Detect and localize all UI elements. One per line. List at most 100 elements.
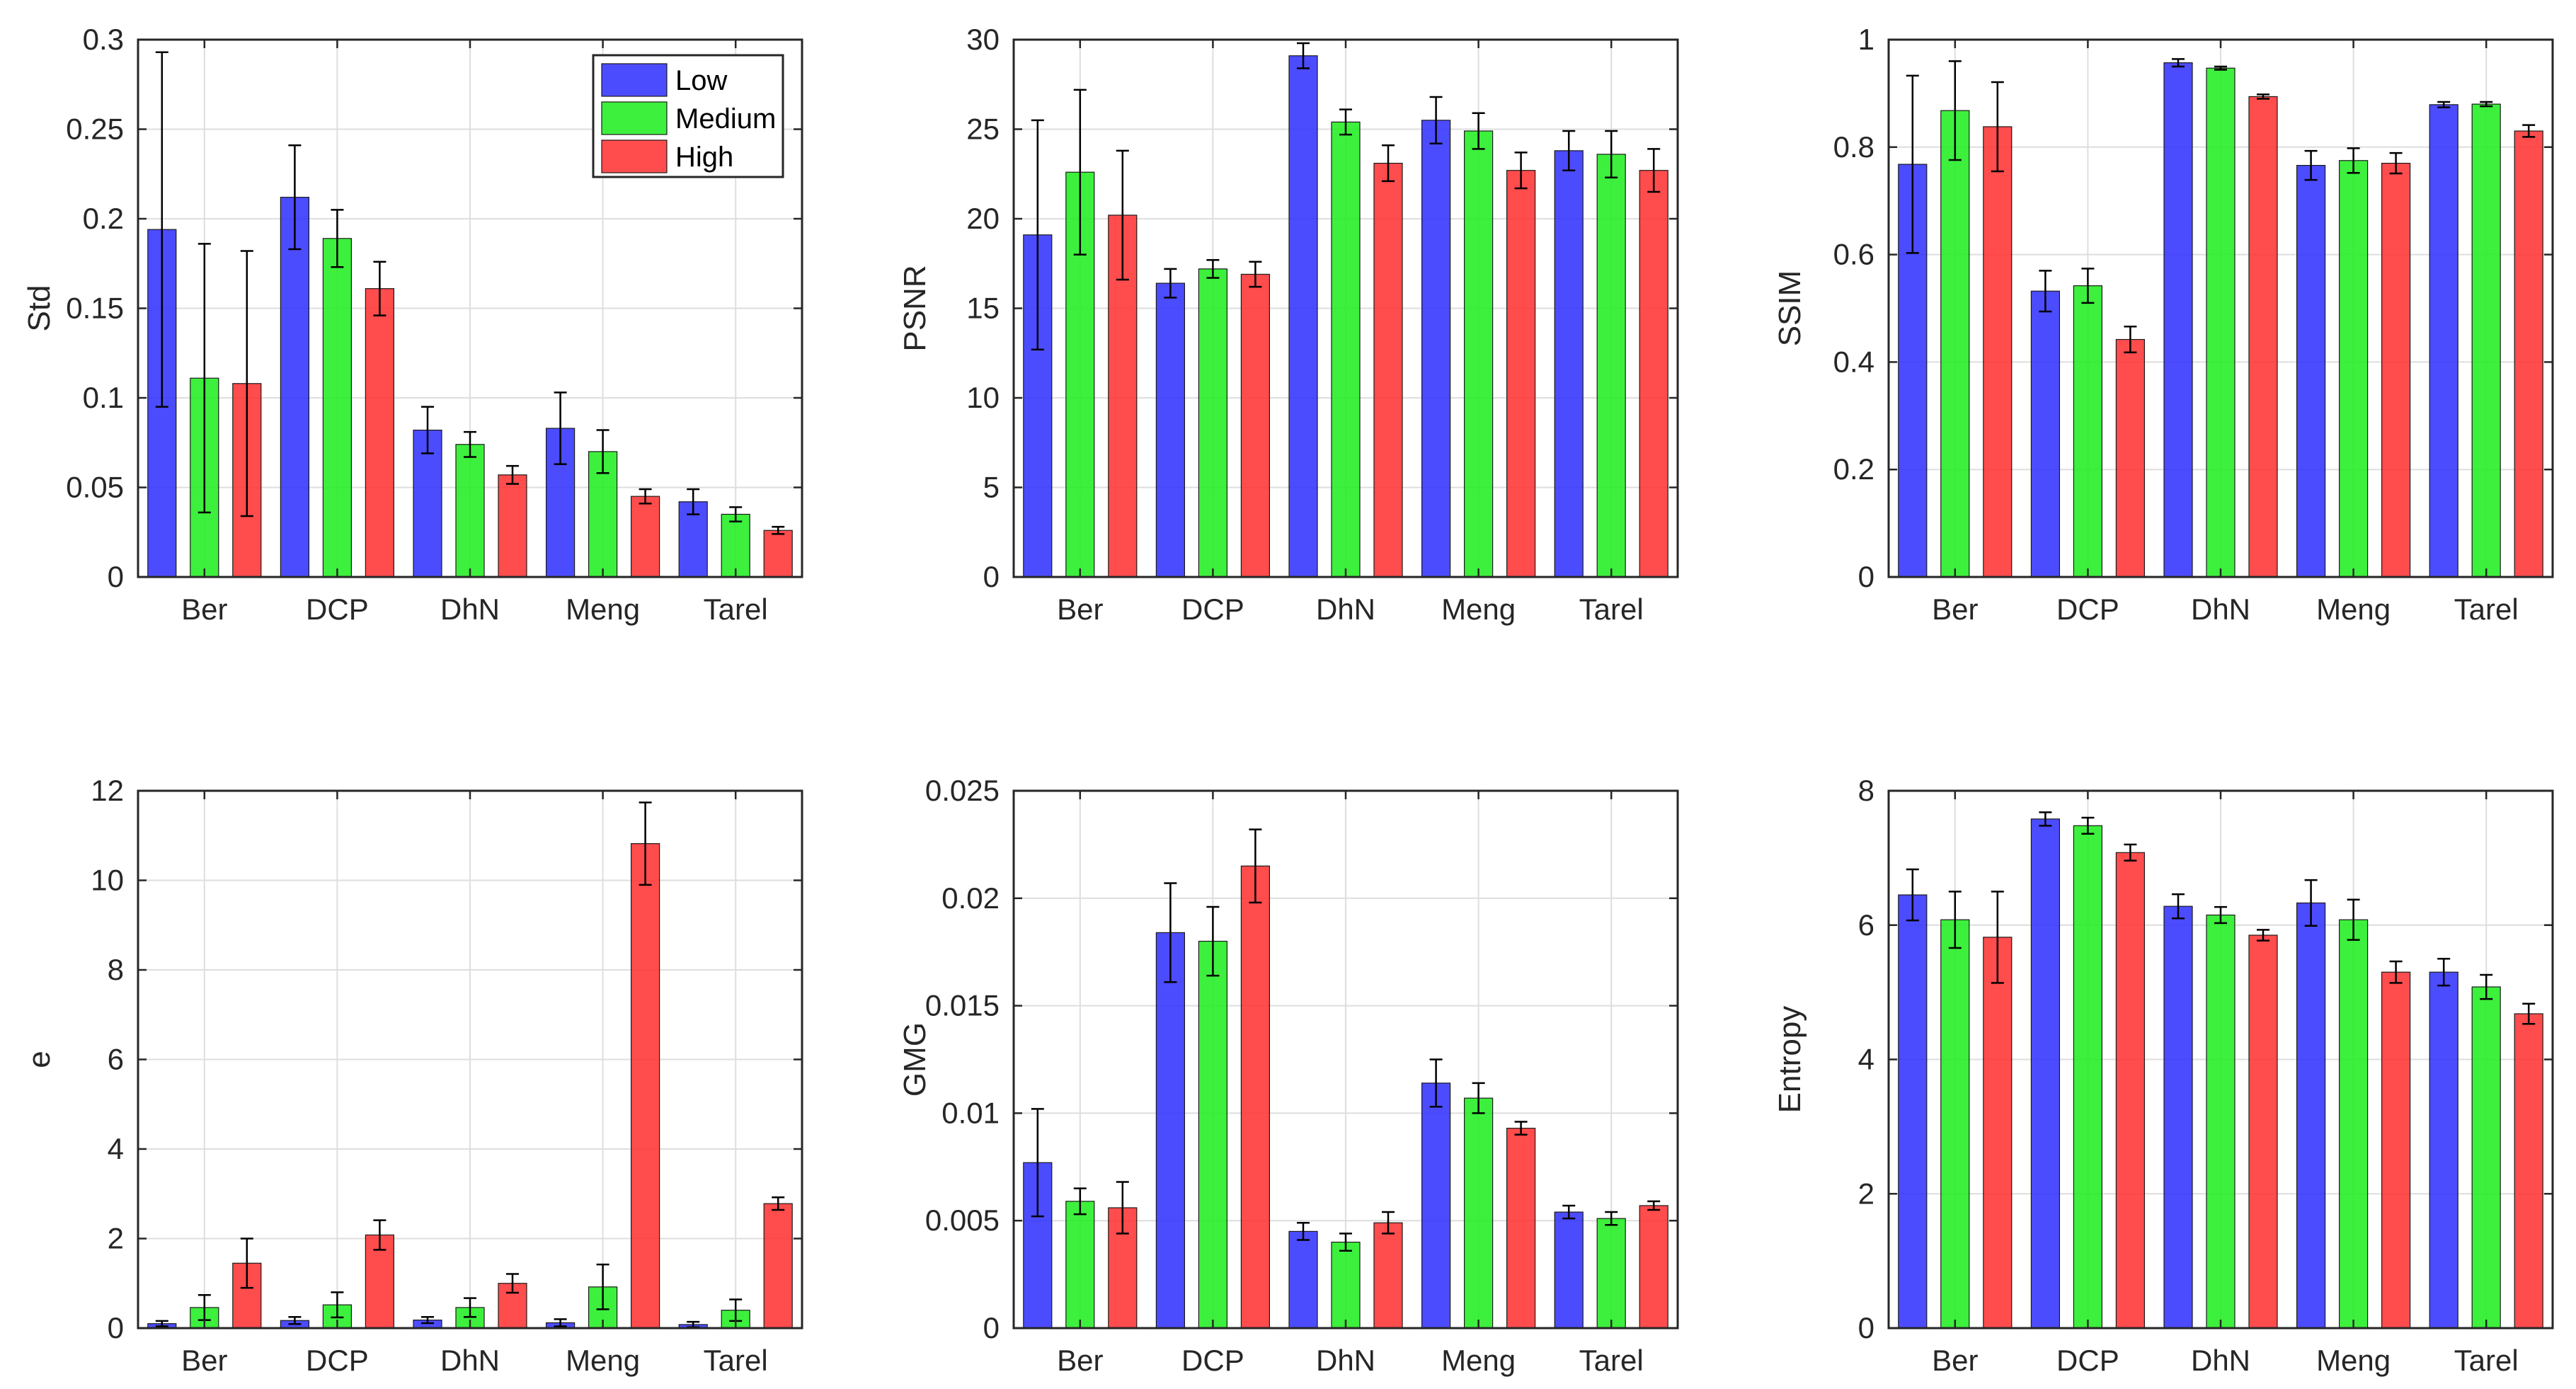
bar-low-ber [1898, 894, 1928, 1329]
x-tick-label: Ber [181, 1344, 227, 1377]
bar-high-ber [1983, 937, 2013, 1329]
y-tick-label: 10 [966, 381, 1000, 414]
y-tick-label: 8 [108, 953, 124, 986]
x-tick-label: Meng [2316, 593, 2391, 626]
x-tick-label: Meng [566, 1344, 640, 1377]
y-tick-label: 8 [1858, 774, 1874, 807]
bar-low-meng [1421, 1082, 1451, 1329]
y-axis-label: PSNR [898, 265, 932, 351]
y-tick-label: 0.005 [925, 1204, 1000, 1237]
x-tick-label: Ber [1057, 593, 1103, 626]
y-tick-label: 0.2 [1833, 452, 1874, 486]
y-axis-label: e [22, 1051, 57, 1068]
x-tick-label: DCP [306, 1344, 369, 1377]
x-tick-label: Meng [1441, 1344, 1516, 1377]
y-tick-label: 2 [108, 1222, 124, 1255]
bar-high-dhn [2248, 934, 2278, 1329]
legend-label-low: Low [675, 65, 727, 96]
bar-high-tarel [2514, 1013, 2543, 1329]
x-tick-label: DhN [1316, 593, 1375, 626]
bar-medium-tarel [2471, 103, 2501, 578]
bar-high-dcp [1240, 273, 1271, 578]
bar-low-tarel [2429, 104, 2458, 578]
y-axis-label: Std [22, 285, 57, 331]
bar-medium-dhn [2206, 67, 2236, 578]
x-tick-label: DCP [2056, 593, 2119, 626]
bar-medium-dhn [2206, 914, 2236, 1329]
bar-low-dhn [413, 429, 442, 578]
chart-std: 0 0.05 0.1 0.15 0.2 0.25 0.3 Ber DCP DhN Meng Tarel… [22, 23, 803, 626]
y-tick-label: 10 [91, 864, 124, 897]
y-tick-label: 20 [966, 202, 1000, 235]
legend-label-high: High [675, 142, 733, 173]
bar-low-dhn [2163, 62, 2193, 578]
y-axis-label: SSIM [1773, 270, 1807, 347]
bar-high-meng [2381, 971, 2411, 1329]
y-tick-label: 0 [108, 560, 124, 593]
bar-low-tarel [1554, 1211, 1584, 1329]
y-axis-label: GMG [898, 1022, 932, 1097]
x-tick-label: DhN [440, 593, 500, 626]
bar-high-dhn [1373, 162, 1403, 578]
x-tick-label: DCP [2056, 1344, 2119, 1377]
chart-e: 0 2 4 6 8 10 12 Ber DCP DhN Meng Tarel e [22, 774, 803, 1377]
x-tick-label: Meng [2316, 1344, 2391, 1377]
bar-medium-tarel [1596, 154, 1626, 578]
y-tick-label: 0.15 [66, 292, 124, 325]
bar-medium-dhn [455, 444, 485, 578]
chart-entropy: 0 2 4 6 8 Ber DCP DhN Meng Tarel Entropy [1773, 774, 2554, 1377]
bar-high-meng [1506, 1128, 1536, 1329]
bar-medium-dhn [1331, 1241, 1361, 1329]
bar-high-meng [630, 496, 660, 578]
y-tick-label: 0.02 [941, 881, 1000, 915]
y-tick-label: 1 [1858, 23, 1874, 56]
bar-high-tarel [1639, 170, 1668, 578]
y-tick-label: 2 [1858, 1177, 1874, 1210]
bar-high-ber [1983, 126, 2013, 578]
bar-low-dcp [2030, 818, 2060, 1329]
bar-high-dcp [1240, 865, 1271, 1329]
bar-medium-meng [2339, 919, 2369, 1329]
y-tick-label: 0.6 [1833, 238, 1874, 271]
x-tick-label: DhN [2191, 593, 2250, 626]
y-tick-label: 0.4 [1833, 345, 1874, 378]
bar-medium-tarel [721, 513, 750, 578]
y-tick-label: 0 [983, 1311, 1000, 1344]
chart-gmg: 0 0.005 0.01 0.015 0.02 0.025 Ber DCP DhN Meng Tar… [898, 774, 1679, 1377]
x-tick-label: Ber [1932, 1344, 1978, 1377]
x-tick-label: Tarel [1579, 1344, 1644, 1377]
x-tick-label: Ber [1057, 1344, 1103, 1377]
x-tick-label: Tarel [1579, 593, 1644, 626]
bar-high-dcp [365, 288, 395, 578]
y-tick-label: 0.8 [1833, 130, 1874, 164]
y-tick-label: 4 [108, 1132, 124, 1165]
bar-medium-tarel [2471, 986, 2501, 1329]
bar-high-meng [2381, 162, 2411, 578]
bar-high-meng [1506, 170, 1536, 578]
x-tick-label: DCP [1181, 593, 1244, 626]
bar-medium-ber [1940, 110, 1970, 578]
bar-high-dhn [498, 474, 527, 578]
bar-low-dhn [2163, 905, 2193, 1329]
bar-high-meng [630, 843, 660, 1329]
chart-ssim: 0 0.2 0.4 0.6 0.8 1 Ber DCP DhN Meng Tarel SSIM [1773, 23, 2554, 626]
bar-medium-meng [2339, 160, 2369, 578]
bar-medium-ber [1065, 1201, 1095, 1329]
bar-high-dcp [2115, 338, 2145, 578]
y-tick-label: 0 [983, 560, 1000, 593]
bar-low-tarel [2429, 971, 2458, 1329]
y-tick-label: 0 [108, 1311, 124, 1344]
x-tick-label: DhN [1316, 1344, 1375, 1377]
y-tick-label: 12 [91, 774, 124, 807]
bar-high-tarel [763, 1203, 793, 1329]
y-tick-label: 0.3 [83, 23, 124, 56]
x-tick-label: Tarel [2454, 593, 2519, 626]
x-tick-label: DCP [1181, 1344, 1244, 1377]
legend: Low Medium High [592, 54, 784, 178]
x-tick-label: Meng [566, 593, 640, 626]
bar-medium-dcp [2073, 285, 2102, 578]
y-tick-label: 30 [966, 23, 1000, 56]
x-tick-label: DhN [2191, 1344, 2250, 1377]
y-tick-label: 6 [1858, 908, 1874, 942]
